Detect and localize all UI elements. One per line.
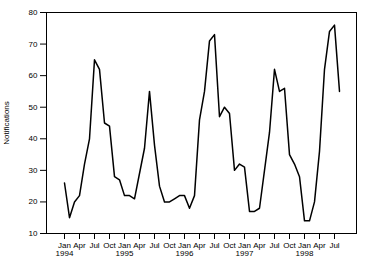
svg-text:Jan1997: Jan1997 — [236, 241, 254, 258]
svg-text:Jan1994: Jan1994 — [56, 241, 74, 258]
svg-text:Jan1996: Jan1996 — [176, 241, 194, 258]
svg-text:Apr: Apr — [193, 241, 206, 250]
svg-text:Apr: Apr — [253, 241, 266, 250]
svg-text:Jul: Jul — [89, 241, 99, 250]
svg-text:Oct: Oct — [103, 241, 116, 250]
svg-text:10: 10 — [29, 229, 38, 238]
svg-text:80: 80 — [29, 8, 38, 17]
svg-text:50: 50 — [29, 103, 38, 112]
svg-text:20: 20 — [29, 197, 38, 206]
svg-text:Apr: Apr — [313, 241, 326, 250]
svg-text:Jan1998: Jan1998 — [296, 241, 314, 258]
svg-text:Jul: Jul — [209, 241, 219, 250]
svg-text:70: 70 — [29, 40, 38, 49]
svg-text:30: 30 — [29, 166, 38, 175]
svg-text:Notifications: Notifications — [2, 101, 11, 145]
svg-text:Jul: Jul — [269, 241, 279, 250]
svg-text:Oct: Oct — [283, 241, 296, 250]
svg-text:Oct: Oct — [163, 241, 176, 250]
svg-text:60: 60 — [29, 71, 38, 80]
svg-text:Apr: Apr — [73, 241, 86, 250]
svg-text:40: 40 — [29, 134, 38, 143]
svg-text:Apr: Apr — [133, 241, 146, 250]
svg-text:Jan1995: Jan1995 — [116, 241, 134, 258]
svg-text:Oct: Oct — [223, 241, 236, 250]
svg-text:Jul: Jul — [149, 241, 159, 250]
svg-text:Jul: Jul — [329, 241, 339, 250]
